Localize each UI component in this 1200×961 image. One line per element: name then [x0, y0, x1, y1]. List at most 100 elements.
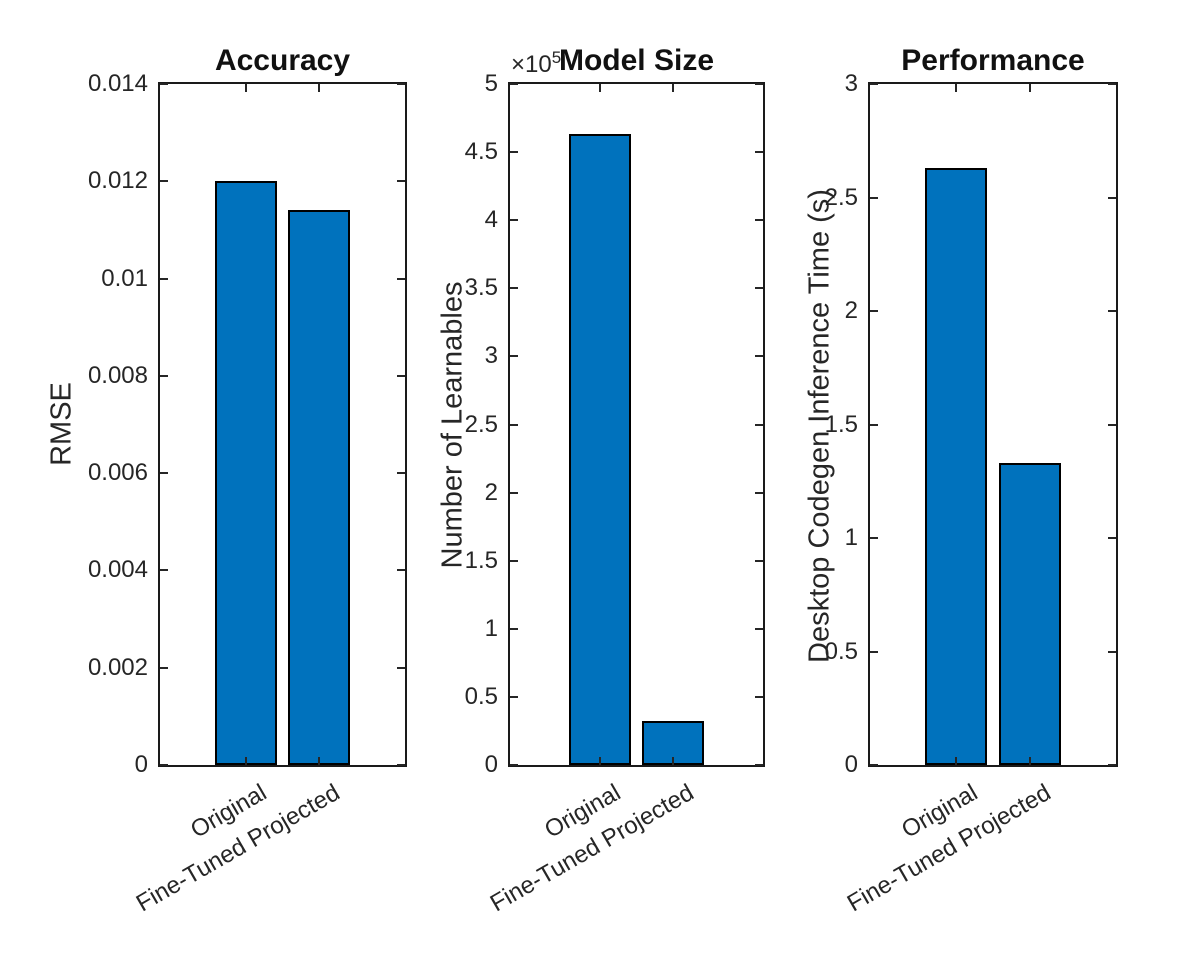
y-tick-label: 0.01: [101, 264, 148, 292]
y-tick-label: 3: [484, 342, 498, 370]
y-tick-mark: [510, 287, 518, 290]
y-tick-mark: [870, 310, 878, 312]
y-tick-label: 0.008: [87, 361, 148, 389]
y-tick-mark: [397, 180, 405, 183]
y-tick-mark: [755, 764, 763, 766]
bar: [642, 721, 705, 765]
y-tick-label: 3.5: [464, 274, 498, 302]
bar: [998, 463, 1061, 765]
y-tick-mark: [755, 423, 763, 426]
y-tick-mark: [1108, 83, 1116, 85]
bar: [214, 181, 277, 765]
y-tick-mark: [755, 355, 763, 358]
y-tick-mark: [755, 83, 763, 85]
y-tick-label: 0.5: [824, 637, 858, 665]
y-tick-mark: [755, 559, 763, 562]
y-tick-label: 2.5: [824, 183, 858, 211]
x-tick-mark: [318, 757, 321, 765]
subplot-performance-plot-area: [868, 82, 1118, 767]
y-tick-mark: [755, 151, 763, 154]
y-tick-mark: [160, 277, 168, 280]
y-tick-mark: [160, 83, 168, 85]
y-tick-mark: [1108, 537, 1116, 539]
x-tick-mark: [672, 84, 675, 92]
y-axis-exponent-label: ×105: [511, 49, 561, 78]
y-tick-mark: [1108, 310, 1116, 312]
y-tick-label: 1.5: [464, 546, 498, 574]
y-tick-label: 2: [844, 297, 858, 324]
y-tick-label: 0: [484, 751, 498, 778]
subplot-accuracy-plot-area: [158, 82, 407, 767]
x-tick-mark: [1028, 757, 1031, 765]
x-tick-mark: [244, 757, 247, 765]
x-tick-mark: [955, 757, 958, 765]
y-tick-mark: [510, 559, 518, 562]
y-tick-mark: [1108, 764, 1116, 766]
y-tick-mark: [397, 277, 405, 280]
y-tick-label: 0.004: [87, 556, 148, 584]
subplot-performance-title: Performance: [901, 44, 1085, 77]
y-tick-label: 0: [844, 751, 858, 778]
y-tick-mark: [870, 423, 878, 426]
y-tick-mark: [397, 569, 405, 572]
y-tick-label: 5: [484, 70, 498, 97]
x-tick-mark: [244, 84, 247, 92]
y-tick-mark: [870, 650, 878, 653]
y-tick-mark: [510, 423, 518, 426]
y-tick-mark: [1108, 650, 1116, 653]
subplot-model-size-plot-area: [508, 82, 765, 767]
y-tick-mark: [870, 537, 878, 539]
y-tick-label: 0.5: [464, 682, 498, 710]
y-tick-mark: [510, 151, 518, 154]
y-tick-label: 0.014: [87, 70, 148, 97]
y-tick-mark: [755, 491, 763, 494]
subplot-model-size-title: Model Size: [558, 44, 715, 77]
y-tick-mark: [510, 764, 518, 766]
y-tick-mark: [870, 83, 878, 85]
x-tick-mark: [1028, 84, 1031, 92]
y-tick-label: 1: [844, 524, 858, 551]
bar: [288, 210, 351, 765]
y-tick-mark: [510, 355, 518, 358]
y-tick-mark: [1108, 423, 1116, 426]
y-tick-mark: [160, 764, 168, 766]
y-tick-label: 3: [844, 70, 858, 97]
y-tick-label: 0: [134, 751, 148, 778]
y-tick-mark: [397, 666, 405, 669]
y-tick-mark: [755, 695, 763, 698]
x-tick-mark: [598, 84, 601, 92]
exponent-prefix: ×10: [511, 51, 552, 78]
y-tick-mark: [160, 569, 168, 572]
y-tick-mark: [160, 472, 168, 475]
y-tick-label: 2.5: [464, 410, 498, 438]
x-tick-mark: [672, 757, 675, 765]
subplot-accuracy-title: Accuracy: [214, 44, 351, 77]
y-tick-mark: [160, 666, 168, 669]
y-tick-mark: [755, 287, 763, 290]
exponent-value: 5: [551, 48, 562, 67]
bar: [925, 168, 988, 765]
y-tick-mark: [510, 627, 518, 630]
y-tick-mark: [510, 695, 518, 698]
y-tick-mark: [510, 83, 518, 85]
y-tick-mark: [397, 83, 405, 85]
y-tick-label: 0.006: [87, 459, 148, 487]
y-tick-label: 0.002: [87, 653, 148, 681]
y-tick-mark: [160, 180, 168, 183]
y-tick-mark: [397, 374, 405, 377]
y-tick-mark: [870, 764, 878, 766]
bar: [568, 134, 631, 765]
y-tick-label: 1: [484, 614, 498, 642]
x-tick-mark: [598, 757, 601, 765]
y-tick-mark: [755, 627, 763, 630]
y-tick-label: 4: [484, 206, 498, 234]
y-tick-label: 1.5: [824, 410, 858, 438]
x-tick-mark: [318, 84, 321, 92]
y-tick-mark: [870, 196, 878, 199]
y-tick-label: 0.012: [87, 167, 148, 195]
y-tick-mark: [755, 219, 763, 222]
y-tick-mark: [397, 764, 405, 766]
y-tick-mark: [397, 472, 405, 475]
y-tick-mark: [1108, 196, 1116, 199]
